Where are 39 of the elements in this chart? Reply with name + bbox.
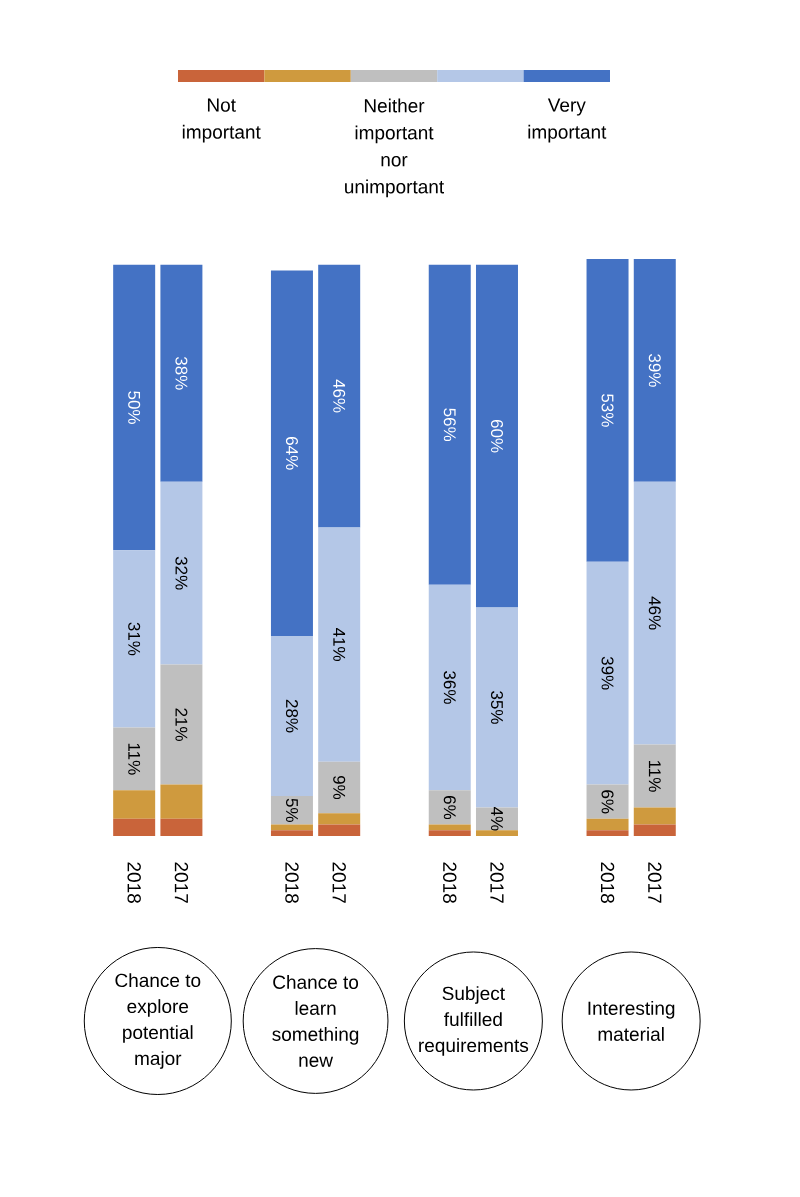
x-tick-label: 2017 [174, 862, 189, 903]
data-label: 53% [601, 394, 614, 427]
data-label: 36% [443, 671, 456, 704]
data-label: 38% [175, 356, 188, 390]
data-label: 6% [601, 790, 614, 814]
data-label: 60% [490, 419, 503, 453]
data-label: 11% [128, 743, 141, 775]
data-label: 39% [601, 656, 614, 690]
data-label: 50% [128, 391, 141, 424]
x-tick-label: 2018 [285, 862, 299, 903]
data-label: 4% [491, 806, 503, 831]
text: Interesting material [588, 1001, 675, 1041]
data-label: 64% [285, 437, 298, 470]
x-tick-label: 2017 [648, 862, 662, 903]
data-label: 46% [333, 379, 346, 413]
data-label: 39% [648, 354, 661, 387]
x-tick-label: 2017 [332, 862, 346, 903]
data-label: 46% [648, 596, 661, 630]
x-tick-label: 2018 [600, 862, 615, 903]
x-tick-label: 2017 [490, 862, 504, 903]
data-label: 31% [128, 622, 141, 656]
text: Chance to learn something new [272, 975, 359, 1067]
legend-label: Not important [182, 98, 261, 143]
data-label: 56% [443, 408, 456, 442]
legend-label: Neither important nor unimportant [345, 98, 445, 198]
data-label: 35% [490, 691, 503, 724]
text: Subject fulfilled requirements [419, 986, 529, 1056]
data-label: 11% [648, 760, 661, 792]
legend-label: Very important [528, 98, 607, 143]
x-tick-label: 2018 [127, 862, 141, 903]
data-label: 6% [443, 796, 456, 820]
data-label: 28% [285, 699, 298, 733]
data-label: 9% [333, 775, 346, 800]
data-label: 41% [333, 627, 346, 662]
text: Chance to explore potential major [115, 973, 201, 1069]
data-label: 5% [285, 798, 298, 822]
data-label: 32% [175, 556, 188, 590]
data-label: 21% [175, 708, 188, 741]
x-tick-label: 2018 [443, 862, 457, 903]
